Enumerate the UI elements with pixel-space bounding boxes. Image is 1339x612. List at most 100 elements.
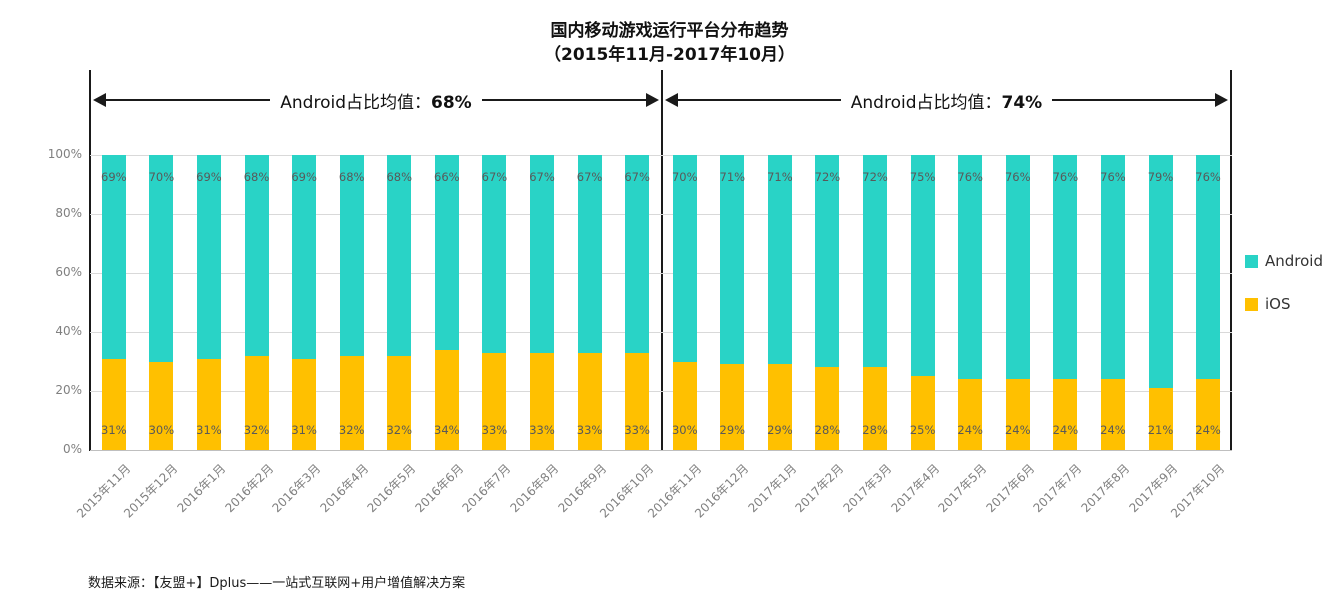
stacked-bar[interactable]: 68% 32% xyxy=(386,155,412,450)
bar-group: 69% 31% 2016年3月 xyxy=(270,155,328,515)
stacked-bar[interactable]: 67% 33% xyxy=(577,155,602,450)
android-segment[interactable]: 67% xyxy=(529,155,555,353)
legend-item-android[interactable]: Android xyxy=(1245,252,1323,270)
stacked-bar[interactable]: 69% 31% xyxy=(101,155,127,450)
legend-item-ios[interactable]: iOS xyxy=(1245,295,1323,313)
ios-segment[interactable]: 29% xyxy=(767,364,793,450)
ios-segment[interactable]: 34% xyxy=(434,349,460,450)
android-segment[interactable]: 67% xyxy=(624,155,650,353)
ios-segment[interactable]: 25% xyxy=(910,376,935,450)
android-segment[interactable]: 75% xyxy=(910,155,935,377)
ios-segment[interactable]: 24% xyxy=(1100,379,1126,450)
ios-value-label: 24% xyxy=(957,422,983,437)
ios-value-label: 34% xyxy=(434,422,460,437)
gridline-60% xyxy=(90,273,1232,274)
gridline-100% xyxy=(90,155,1232,156)
android-segment[interactable]: 66% xyxy=(434,155,460,350)
stacked-bar[interactable]: 67% 33% xyxy=(624,155,650,450)
ios-segment[interactable]: 30% xyxy=(149,361,174,450)
android-value-label: 76% xyxy=(1195,170,1221,184)
android-segment[interactable]: 71% xyxy=(719,155,746,365)
bar-group: 70% 30% 2015年12月 xyxy=(121,155,186,521)
stacked-bar[interactable]: 71% 29% xyxy=(719,155,746,450)
stacked-bar[interactable]: 76% 24% xyxy=(1052,155,1079,450)
android-segment[interactable]: 76% xyxy=(1052,155,1079,380)
android-segment[interactable]: 68% xyxy=(339,155,364,356)
legend-swatch-icon xyxy=(1245,254,1258,268)
ios-segment[interactable]: 24% xyxy=(1053,379,1078,450)
android-value-label: 67% xyxy=(481,170,508,184)
bar-group: 67% 33% 2016年10月 xyxy=(597,155,661,521)
android-segment[interactable]: 67% xyxy=(577,155,602,353)
ios-segment[interactable]: 24% xyxy=(1005,379,1031,450)
android-segment[interactable]: 76% xyxy=(1005,155,1031,380)
android-segment[interactable]: 69% xyxy=(101,155,127,359)
android-segment[interactable]: 70% xyxy=(149,155,174,362)
stacked-bar[interactable]: 70% 30% xyxy=(149,155,174,450)
android-segment[interactable]: 72% xyxy=(862,155,888,368)
android-segment[interactable]: 71% xyxy=(767,155,793,365)
bar-group: 69% 31% 2015年11月 xyxy=(74,155,138,521)
stacked-bar[interactable]: 71% 29% xyxy=(767,155,793,450)
stacked-bar[interactable]: 72% 28% xyxy=(815,155,840,450)
android-value-label: 71% xyxy=(767,170,793,184)
ios-segment[interactable]: 33% xyxy=(624,352,650,450)
x-axis-label: 2017年5月 xyxy=(935,461,990,516)
android-segment[interactable]: 76% xyxy=(1100,155,1126,380)
android-value-label: 70% xyxy=(671,170,698,184)
ios-segment[interactable]: 28% xyxy=(815,367,840,450)
ios-segment[interactable]: 33% xyxy=(577,352,602,450)
ios-value-label: 31% xyxy=(291,422,317,437)
stacked-bar[interactable]: 68% 32% xyxy=(244,155,269,450)
android-segment[interactable]: 68% xyxy=(244,155,269,356)
ios-segment[interactable]: 32% xyxy=(339,355,364,450)
bar-group: 76% 24% 2017年5月 xyxy=(936,155,994,515)
android-segment[interactable]: 68% xyxy=(386,155,412,356)
chart-title: 国内移动游戏运行平台分布趋势 xyxy=(550,21,789,41)
android-segment[interactable]: 67% xyxy=(481,155,508,353)
android-segment[interactable]: 72% xyxy=(815,155,840,368)
x-axis-label: 2017年8月 xyxy=(1078,461,1133,516)
stacked-bar[interactable]: 79% 21% xyxy=(1148,155,1173,450)
ios-segment[interactable]: 31% xyxy=(291,358,317,450)
stacked-bar[interactable]: 68% 32% xyxy=(339,155,364,450)
ios-segment[interactable]: 30% xyxy=(672,361,698,450)
android-value-label: 71% xyxy=(719,170,746,184)
bars-container: 69% 31% 2015年11月 70% 30% 2015年12月 69% 31% 2016年1… xyxy=(74,155,1232,521)
ios-segment[interactable]: 33% xyxy=(482,352,507,450)
stacked-bar[interactable]: 66% 34% xyxy=(434,155,460,450)
stacked-bar[interactable]: 76% 24% xyxy=(1005,155,1031,450)
stacked-bar[interactable]: 75% 25% xyxy=(910,155,935,450)
stacked-bar[interactable]: 76% 24% xyxy=(1195,155,1221,450)
stacked-bar[interactable]: 76% 24% xyxy=(957,155,983,450)
ios-segment[interactable]: 32% xyxy=(244,355,269,450)
stacked-bar[interactable]: 72% 28% xyxy=(862,155,888,450)
ios-segment[interactable]: 29% xyxy=(720,364,745,450)
android-segment[interactable]: 79% xyxy=(1148,155,1173,389)
stacked-bar[interactable]: 69% 31% xyxy=(291,155,317,450)
stacked-bar[interactable]: 70% 30% xyxy=(671,155,698,450)
ios-segment[interactable]: 28% xyxy=(862,367,888,450)
ios-value-label: 33% xyxy=(529,422,555,437)
android-segment[interactable]: 76% xyxy=(957,155,983,380)
ios-segment[interactable]: 32% xyxy=(386,355,412,450)
android-value-label: 76% xyxy=(1052,170,1079,184)
legend-label: Android xyxy=(1265,252,1323,270)
ios-segment[interactable]: 24% xyxy=(957,379,983,450)
android-segment[interactable]: 69% xyxy=(196,155,222,359)
stacked-bar[interactable]: 69% 31% xyxy=(196,155,222,450)
stacked-bar[interactable]: 67% 33% xyxy=(529,155,555,450)
stacked-bar[interactable]: 67% 33% xyxy=(481,155,508,450)
android-segment[interactable]: 70% xyxy=(671,155,698,362)
ios-segment[interactable]: 33% xyxy=(529,352,555,450)
ios-segment[interactable]: 31% xyxy=(101,358,127,450)
x-axis-label: 2016年4月 xyxy=(317,461,372,516)
arrow-line xyxy=(481,99,646,101)
ios-segment[interactable]: 31% xyxy=(196,358,222,450)
x-axis-label: 2017年7月 xyxy=(1030,461,1085,516)
android-segment[interactable]: 69% xyxy=(291,155,317,359)
ios-segment[interactable]: 21% xyxy=(1148,388,1173,450)
ios-segment[interactable]: 24% xyxy=(1195,379,1221,450)
stacked-bar[interactable]: 76% 24% xyxy=(1100,155,1126,450)
android-segment[interactable]: 76% xyxy=(1195,155,1221,380)
